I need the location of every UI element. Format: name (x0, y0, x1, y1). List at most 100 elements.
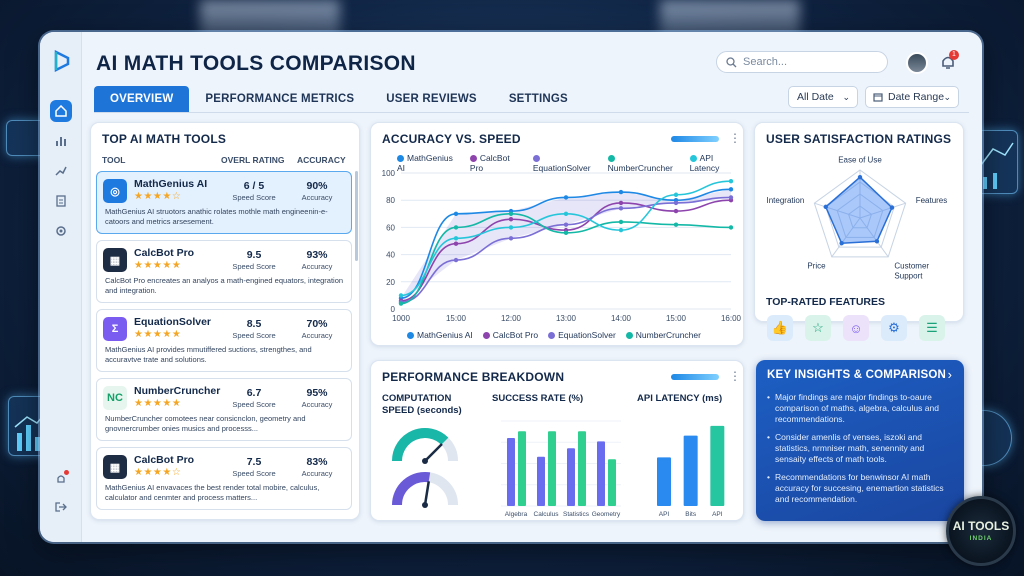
tab-settings[interactable]: SETTINGS (508, 93, 568, 105)
radar-spoke (859, 202, 906, 219)
tab-user-reviews[interactable]: USER REVIEWS (386, 93, 477, 105)
data-point (563, 227, 569, 233)
tab-overview[interactable]: OVERVIEW (94, 86, 190, 112)
speed-score: 9.5 (246, 249, 262, 261)
data-point (673, 222, 679, 227)
date-filter-dropdown[interactable]: All Date ⌄ (788, 86, 858, 108)
accuracy-label: Accuracy (301, 469, 333, 478)
data-point (508, 217, 514, 222)
performance-range-pill[interactable] (671, 374, 719, 380)
accuracy-speed-title: ACCURACY VS. SPEED (382, 132, 521, 146)
home-nav[interactable] (50, 100, 72, 122)
brain-icon: ◎ (103, 179, 127, 203)
accuracy-label: Accuracy (301, 400, 333, 409)
tool-row[interactable]: ▦ CalcBot Pro ★★★★★ 9.5 Speed Score 93% Accura… (96, 240, 352, 303)
data-point (618, 200, 624, 206)
data-point (453, 225, 459, 230)
chart-area-fill (401, 189, 731, 303)
top-tools-title: TOP AI MATH TOOLS (102, 132, 227, 146)
star-rating: ★★★★★ (134, 329, 182, 340)
date-range-dropdown[interactable]: Date Range ⌄ (865, 86, 959, 108)
notification-badge: 1 (949, 50, 959, 60)
search-input[interactable]: Search... (716, 51, 888, 73)
success-bar (597, 441, 605, 506)
accuracy-value: 83% (306, 456, 328, 468)
radar-axis-label: Customer (894, 261, 929, 270)
legend-item: CalcBot Pro (482, 330, 538, 340)
star-rating: ★★★★☆ (134, 467, 182, 478)
insight-item: Consider amenlis of venses, iszoki and s… (767, 432, 957, 465)
rating-column-header: OVERL RATING (221, 155, 285, 165)
computation-speed-title: COMPUTATION SPEED (seconds) (382, 393, 462, 416)
sidebar (40, 32, 82, 542)
x-tick-label: 15:00 (446, 314, 467, 323)
radar-grid (813, 169, 907, 258)
chart-range-pill[interactable] (671, 136, 719, 142)
tool-description: MathGenius AI struotors anathic rolates … (105, 207, 328, 226)
data-point (563, 211, 569, 216)
success-rate-title: SUCCESS RATE (%) (492, 393, 584, 404)
users-icon[interactable]: ☺ (843, 315, 869, 341)
avatar[interactable] (906, 52, 928, 74)
legend-swatch (689, 154, 697, 162)
tool-row[interactable]: ◎ MathGenius AI ★★★★☆ 6 / 5 Speed Score 90% Ac… (96, 171, 352, 234)
legend-swatch (625, 331, 633, 339)
chevron-right-icon[interactable]: › (947, 367, 952, 382)
legend-item: CalcBot Pro (469, 153, 523, 173)
settings-nav[interactable] (50, 220, 72, 242)
data-point (673, 208, 679, 214)
documents-nav[interactable] (50, 190, 72, 212)
more-options-icon[interactable]: ⋮ (729, 131, 741, 145)
y-tick-label: 80 (386, 196, 395, 205)
y-tick-label: 20 (386, 278, 395, 287)
chevron-down-icon: ⌄ (842, 92, 850, 102)
features-title: TOP-RATED FEATURES (766, 296, 886, 308)
performance-charts: Algebra Calculus Statistics Geometry API Bits… (392, 420, 725, 518)
accuracy-column-header: ACCURACY (297, 155, 346, 165)
data-point (453, 241, 459, 246)
settings-icon[interactable]: ⚙ (881, 315, 907, 341)
chart-legend-top: MathGenius AI CalcBot Pro EquationSolver Nu… (397, 153, 743, 173)
radar-axis-label: Support (894, 271, 923, 280)
x-tick-label: 14:00 (611, 314, 632, 323)
speed-score-label: Speed Score (232, 193, 276, 202)
legend-label: NumberCruncher (635, 330, 701, 340)
api-latency-title: API LATENCY (ms) (637, 393, 723, 404)
star-rating: ★★★★☆ (134, 191, 182, 202)
x-tick-label: 15:00 (666, 314, 687, 323)
radar-axis-label: Features (916, 196, 948, 205)
star-icon[interactable]: ☆ (805, 315, 831, 341)
latency-bar (683, 435, 698, 506)
legend-item: NumberCruncher (607, 153, 680, 173)
trends-nav[interactable] (50, 160, 72, 182)
notification-bell-icon[interactable] (938, 52, 958, 72)
more-options-icon[interactable]: ⋮ (729, 369, 741, 383)
tool-row[interactable]: Σ EquationSolver ★★★★★ 8.5 Speed Score 70% Acc… (96, 309, 352, 372)
nc-icon: NC (103, 386, 127, 410)
speed-score: 8.5 (246, 318, 262, 330)
alert-dot (64, 470, 69, 475)
chat-icon[interactable]: ☰ (919, 315, 945, 341)
thumbs-up-icon[interactable]: 👍 (767, 315, 793, 341)
analytics-nav[interactable] (50, 130, 72, 152)
tool-row[interactable]: NC NumberCruncher ★★★★★ 6.7 Speed Score 95% Ac… (96, 378, 352, 441)
home-icon (55, 105, 67, 117)
accuracy-speed-card: ACCURACY VS. SPEED ⋮ MathGenius AI CalcBo… (370, 122, 744, 346)
satisfaction-card: USER SATISFACTION RATINGS Ease of Use Fea… (754, 122, 964, 341)
alerts-nav[interactable] (50, 468, 72, 490)
legend-swatch (469, 154, 477, 162)
success-bar (507, 438, 515, 506)
scrollbar[interactable] (355, 171, 358, 261)
latency-category-label: API (659, 511, 670, 518)
series-line (400, 212, 732, 305)
tool-row[interactable]: ▦ CalcBot Pro ★★★★☆ 7.5 Speed Score 83% Accura… (96, 447, 352, 510)
data-point (618, 219, 624, 225)
logout-icon (55, 502, 67, 512)
logout-nav[interactable] (50, 496, 72, 518)
tab-performance-metrics[interactable]: PERFORMANCE METRICS (205, 93, 355, 105)
tool-name: EquationSolver (134, 316, 212, 328)
radar-area (824, 176, 893, 245)
date-filter-label: All Date (797, 91, 834, 103)
radar-axis-label: Ease of Use (838, 155, 882, 164)
